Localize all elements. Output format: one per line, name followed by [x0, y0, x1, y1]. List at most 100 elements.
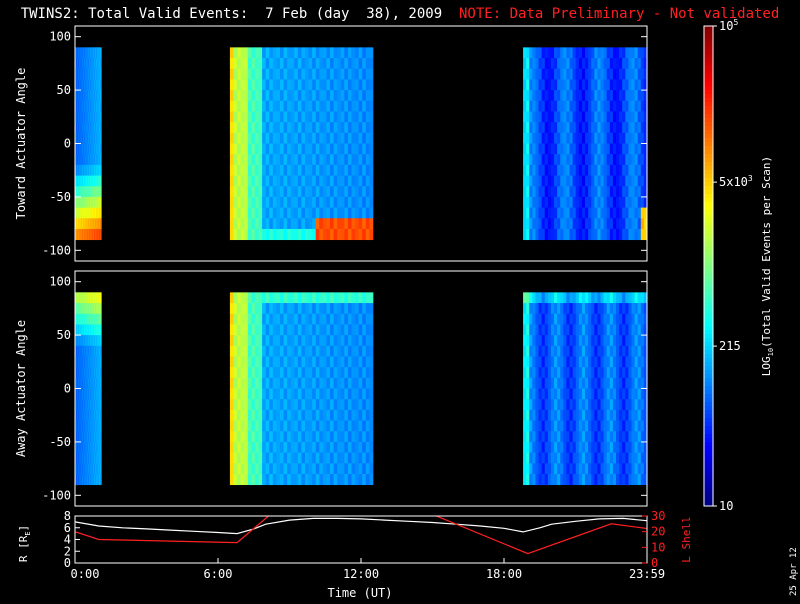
toward-panel-cell — [547, 122, 552, 134]
toward-panel-cell — [600, 111, 605, 123]
toward-panel-cell — [82, 143, 84, 155]
away-panel-cell — [362, 431, 367, 443]
toward-panel-cell — [523, 100, 527, 112]
away-panel-cell — [251, 452, 256, 464]
away-panel-cell — [90, 345, 92, 357]
toward-panel-cell — [99, 122, 101, 134]
toward-panel-cell — [81, 207, 83, 219]
away-panel-cell — [369, 441, 374, 453]
away-panel-cell — [94, 473, 96, 486]
away-panel-cell — [283, 313, 288, 325]
toward-panel-cell — [94, 68, 96, 80]
away-panel-cell — [90, 463, 92, 475]
away-panel-cell — [625, 345, 629, 357]
toward-panel-cell — [591, 58, 595, 70]
away-panel-cell — [578, 377, 583, 389]
away-panel-cell — [95, 463, 97, 475]
away-panel-cell — [619, 313, 623, 325]
away-panel-cell — [578, 388, 583, 400]
away-panel-cell — [594, 452, 598, 464]
away-panel-cell — [79, 473, 81, 486]
toward-panel-cell — [240, 58, 245, 70]
toward-panel-cell — [526, 47, 530, 59]
away-panel-cell — [88, 292, 90, 304]
toward-panel-cell — [80, 122, 82, 134]
toward-panel-cell — [523, 79, 527, 91]
away-panel-cell — [97, 452, 99, 464]
toward-panel-cell — [88, 196, 90, 208]
toward-panel-cell — [254, 154, 259, 166]
away-panel-cell — [279, 335, 284, 347]
away-panel-cell — [97, 409, 99, 421]
away-panel-cell — [95, 388, 97, 400]
away-panel-cell — [523, 377, 527, 389]
away-panel-cell — [100, 303, 102, 315]
toward-panel-cell — [85, 186, 87, 198]
toward-panel-cell — [82, 132, 84, 144]
colorbar-tick-sup: 3 — [748, 174, 753, 183]
toward-panel-cell — [532, 196, 536, 208]
toward-panel-cell — [344, 132, 349, 144]
away-panel-cell — [79, 303, 81, 315]
toward-panel-cell — [541, 154, 546, 166]
away-panel-cell — [94, 388, 96, 400]
away-panel-cell — [80, 463, 82, 475]
away-panel-cell — [240, 335, 245, 347]
away-panel-cell — [554, 409, 558, 421]
away-panel-cell — [535, 473, 539, 486]
away-panel-cell — [247, 367, 252, 379]
away-panel-cell — [340, 292, 345, 304]
away-panel-cell — [78, 356, 80, 368]
toward-panel-cell — [82, 100, 84, 112]
toward-panel-cell — [92, 58, 94, 70]
toward-panel-cell — [88, 111, 90, 123]
toward-panel-cell — [87, 47, 89, 59]
away-panel-cell — [94, 377, 96, 389]
toward-panel-cell — [287, 164, 292, 176]
colorbar-cell — [704, 150, 713, 155]
away-panel-cell — [86, 292, 88, 304]
away-panel-cell — [578, 356, 583, 368]
toward-panel-cell — [82, 58, 84, 70]
toward-panel-cell — [319, 186, 324, 198]
away-panel-cell — [362, 313, 367, 325]
away-panel-cell — [572, 452, 577, 464]
toward-panel-cell — [535, 186, 539, 198]
away-panel-cell — [634, 463, 639, 475]
away-panel-cell — [369, 399, 374, 411]
away-panel-cell — [322, 441, 327, 453]
toward-panel-cell — [585, 132, 589, 144]
away-panel-cell — [78, 409, 80, 421]
toward-panel-cell — [294, 207, 299, 219]
toward-panel-cell — [237, 228, 242, 241]
away-panel-cell — [347, 399, 352, 411]
away-panel-cell — [265, 441, 270, 453]
toward-panel-cell — [82, 196, 84, 208]
away-panel-cell — [269, 324, 274, 336]
toward-panel-cell — [563, 132, 567, 144]
away-panel-cell — [355, 313, 360, 325]
toward-panel-cell — [96, 111, 98, 123]
colorbar-cell — [704, 194, 713, 199]
away-panel-cell — [547, 377, 552, 389]
away-panel-cell — [523, 388, 527, 400]
colorbar-cell — [704, 382, 713, 387]
toward-panel-cell — [276, 100, 281, 112]
toward-panel-cell — [99, 207, 101, 219]
away-panel-cell — [90, 313, 92, 325]
away-panel-cell — [597, 345, 601, 357]
away-panel-cell — [244, 303, 249, 315]
toward-panel-cell — [351, 132, 356, 144]
toward-panel-cell — [355, 164, 360, 176]
away-panel-cell — [308, 335, 313, 347]
away-panel-cell — [76, 388, 78, 400]
away-panel-cell — [95, 356, 98, 368]
toward-panel-cell — [347, 122, 352, 134]
away-panel-cell — [588, 324, 592, 336]
away-panel-cell — [575, 420, 580, 432]
toward-panel-cell — [90, 218, 92, 230]
toward-panel-cell — [347, 207, 352, 219]
toward-panel-cell — [340, 186, 345, 198]
away-panel-cell — [269, 431, 274, 443]
toward-panel-cell — [340, 100, 345, 112]
